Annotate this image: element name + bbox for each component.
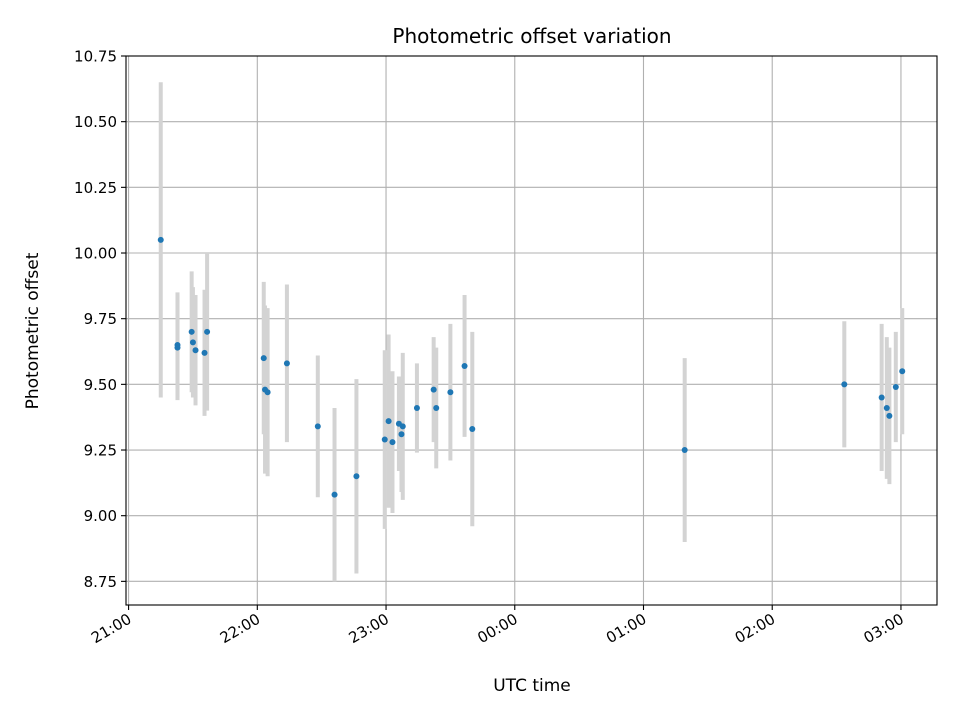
data-point (389, 439, 396, 446)
y-tick-label: 9.25 (84, 442, 117, 460)
data-point (878, 394, 885, 401)
y-tick-label: 9.75 (84, 310, 117, 328)
data-point (469, 426, 476, 433)
data-point (447, 389, 454, 396)
y-tick-label: 10.25 (74, 179, 117, 197)
data-point (433, 404, 440, 411)
y-tick-label: 10.50 (74, 113, 117, 131)
data-point (331, 491, 338, 498)
data-point (353, 473, 360, 480)
y-tick-label: 9.00 (84, 507, 117, 525)
data-points (157, 236, 906, 498)
data-point (314, 423, 321, 430)
data-point (260, 355, 267, 362)
data-point (381, 436, 388, 443)
data-point (841, 381, 848, 388)
grid-lines (126, 55, 937, 605)
data-point (413, 404, 420, 411)
y-axis: 8.75 9.00 9.25 9.50 9.75 10.00 10.25 10.50 10.75 (74, 48, 126, 591)
data-point (681, 447, 688, 454)
data-point (461, 362, 468, 369)
y-tick-label: 10.75 (74, 48, 117, 66)
data-point (883, 404, 890, 411)
y-tick-label: 10.00 (74, 245, 117, 263)
data-point (204, 328, 211, 335)
data-point (201, 349, 208, 356)
data-point (430, 386, 437, 393)
data-point (385, 418, 392, 425)
data-point (157, 236, 164, 243)
data-point (899, 368, 906, 375)
data-point (192, 347, 199, 354)
plot-frame (125, 55, 938, 606)
data-point (283, 360, 290, 367)
data-point (399, 423, 406, 430)
data-point (264, 389, 271, 396)
y-tick-label: 8.75 (84, 573, 117, 591)
data-point (189, 339, 196, 346)
data-point (886, 412, 893, 419)
data-point (892, 383, 899, 390)
x-axis-title: UTC time (493, 676, 571, 696)
y-tick-label: 9.50 (84, 376, 117, 394)
y-axis-title: Photometric offset (23, 252, 43, 409)
data-point (398, 431, 405, 438)
chart-title: Photometric offset variation (392, 24, 671, 48)
data-point (188, 328, 195, 335)
data-point (174, 344, 181, 351)
